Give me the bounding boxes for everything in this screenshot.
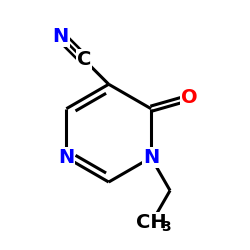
Text: C: C xyxy=(76,50,91,69)
Text: O: O xyxy=(181,88,198,107)
Text: N: N xyxy=(52,27,69,46)
Text: N: N xyxy=(143,148,159,167)
Text: CH: CH xyxy=(136,212,166,232)
Text: 3: 3 xyxy=(161,220,171,234)
Text: N: N xyxy=(58,148,74,167)
